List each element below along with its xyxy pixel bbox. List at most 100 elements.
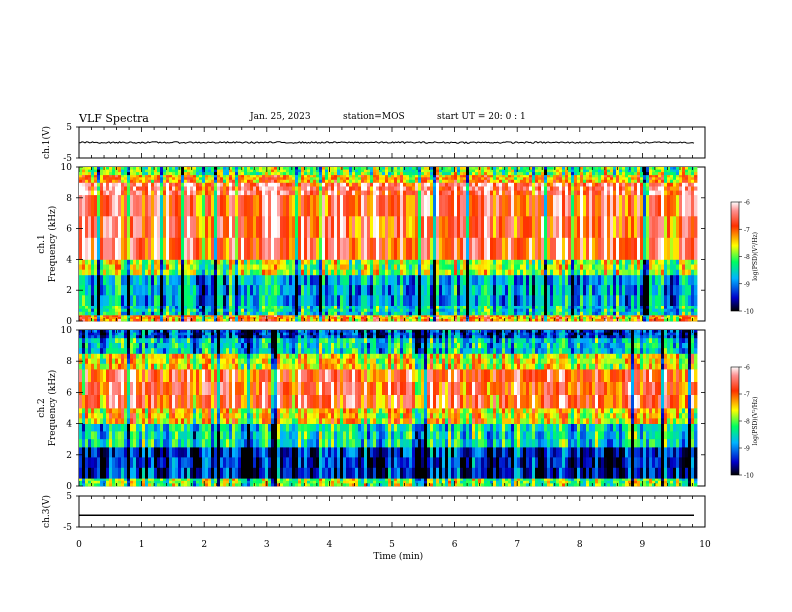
spectrogram-cell: [205, 316, 209, 320]
spectrogram-cell: [550, 264, 554, 270]
spectrogram-cell: [385, 237, 389, 260]
spectrogram-cell: [514, 194, 518, 217]
spectrogram-cell: [634, 182, 638, 187]
spectrogram-cell: [337, 274, 341, 286]
spectrogram-cell: [268, 182, 272, 187]
spectrogram-cell: [256, 311, 260, 316]
spectrogram-cell: [664, 274, 668, 286]
spectrogram-cell: [175, 274, 179, 286]
spectrogram-cell: [142, 295, 146, 306]
spectrogram-cell: [79, 332, 83, 336]
spectrogram-cell: [505, 316, 509, 320]
spectrogram-cell: [352, 167, 356, 170]
spectrogram-cell: [526, 274, 530, 286]
spectrogram-cell: [664, 169, 668, 173]
spectrogram-cell: [193, 186, 197, 191]
spectrogram-cell: [691, 305, 695, 310]
spectrogram-cell: [625, 295, 629, 306]
spectrogram-cell: [658, 269, 662, 276]
spectrogram-cell: [676, 216, 680, 239]
spectrogram-cell: [223, 172, 227, 176]
spectrogram-cell: [262, 216, 266, 239]
spectrogram-cell: [643, 318, 647, 322]
spectrogram-cell: [598, 259, 602, 265]
spectrogram-cell: [520, 179, 524, 183]
spectrogram-cell: [508, 259, 512, 265]
spectrogram-cell: [382, 177, 386, 181]
spectrogram-cell: [556, 190, 560, 196]
spectrogram-cell: [604, 264, 608, 270]
spectrogram-cell: [202, 167, 206, 170]
spectrogram-cell: [268, 190, 272, 196]
spectrogram-cell: [82, 274, 86, 286]
spectrogram-cell: [220, 190, 224, 196]
spectrogram-cell: [640, 311, 644, 316]
spectrogram-cell: [133, 172, 137, 176]
spectrogram-cell: [565, 259, 569, 265]
spectrogram-cell: [85, 269, 89, 276]
spectrogram-cell: [133, 216, 137, 239]
spectrogram-cell: [94, 308, 98, 313]
spectrogram-cell: [379, 167, 383, 170]
spectrogram-cell: [583, 269, 587, 276]
spectrogram-cell: [217, 186, 221, 191]
spectrogram-cell: [616, 269, 620, 276]
spectrogram-cell: [259, 237, 263, 260]
spectrogram-cell: [151, 190, 155, 196]
spectrogram-cell: [520, 285, 524, 296]
spectrogram-cell: [454, 295, 458, 306]
spectrogram-cell: [427, 264, 431, 270]
spectrogram-cell: [442, 216, 446, 239]
spectrogram-cell: [409, 172, 413, 176]
spectrogram-cell: [688, 182, 692, 187]
spectrogram-cell: [478, 194, 482, 217]
spectrogram-cell: [103, 194, 107, 217]
spectrogram-cell: [622, 318, 626, 322]
spectrogram-cell: [478, 305, 482, 310]
spectrogram-cell: [343, 314, 347, 318]
spectrogram-cell: [229, 179, 233, 183]
spectrogram-cell: [130, 190, 134, 196]
spectrogram-cell: [412, 274, 416, 286]
spectrogram-cell: [490, 318, 494, 322]
spectrogram-cell: [382, 179, 386, 183]
spectrogram-cell: [502, 314, 506, 318]
spectrogram-cell: [646, 264, 650, 270]
spectrogram-cell: [112, 259, 116, 265]
spectrogram-cell: [268, 194, 272, 217]
spectrogram-cell: [286, 311, 290, 316]
spectrogram-cell: [112, 216, 116, 239]
spectrogram-cell: [652, 316, 656, 320]
spectrogram-cell: [103, 237, 107, 260]
spectrogram-cell: [448, 295, 452, 306]
spectrogram-cell: [463, 308, 467, 313]
spectrogram-cell: [388, 295, 392, 306]
spectrogram-cell: [502, 179, 506, 183]
spectrogram-cell: [109, 295, 113, 306]
spectrogram-cell: [208, 179, 212, 183]
spectrogram-cell: [607, 177, 611, 181]
spectrogram-cell: [535, 190, 539, 196]
spectrogram-cell: [307, 269, 311, 276]
spectrogram-cell: [394, 269, 398, 276]
spectrogram-cell: [244, 172, 248, 176]
spectrogram-cell: [457, 237, 461, 260]
spectrogram-cell: [454, 285, 458, 296]
spectrogram-cell: [574, 314, 578, 318]
spectrogram-cell: [454, 264, 458, 270]
spectrogram-cell: [409, 308, 413, 313]
spectrogram-cell: [640, 314, 644, 318]
spectrogram-cell: [544, 285, 548, 296]
spectrogram-cell: [196, 172, 200, 176]
spectrogram-cell: [286, 186, 290, 191]
spectrogram-cell: [622, 182, 626, 187]
spectrogram-cell: [637, 172, 641, 176]
spectrogram-cell: [553, 182, 557, 187]
spectrogram-cell: [358, 264, 362, 270]
spectrogram-cell: [358, 318, 362, 322]
spectrogram-cell: [406, 186, 410, 191]
spectrogram-cell: [283, 305, 287, 310]
spectrogram-cell: [178, 174, 182, 178]
spectrogram-cell: [250, 174, 254, 178]
spectrogram-cell: [199, 318, 203, 322]
